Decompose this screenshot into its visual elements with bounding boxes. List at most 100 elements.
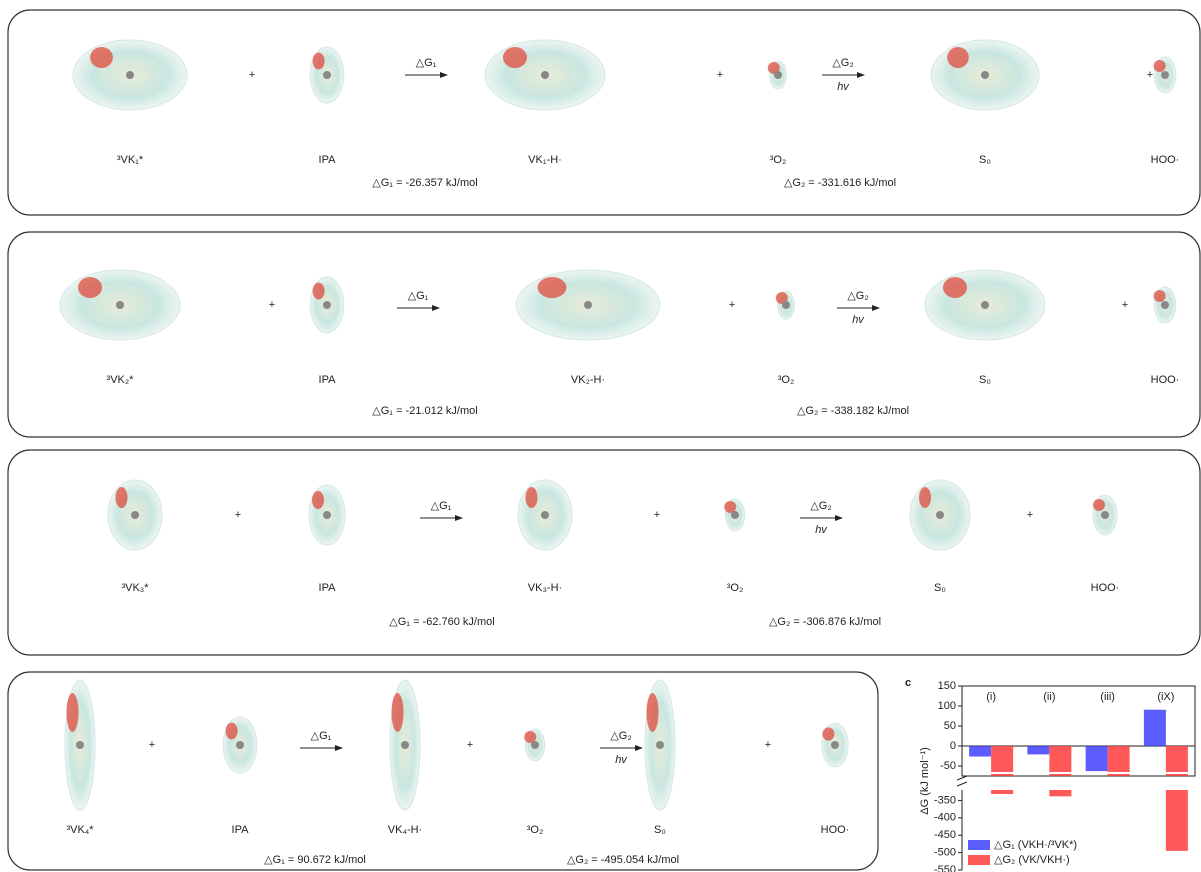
arrow-label: △G₂ <box>610 730 631 742</box>
arrow-label: △G₁ <box>408 290 429 302</box>
species-label: ³VK₄* <box>66 824 94 836</box>
legend-label: △G₁ (VKH·/³VK*) <box>994 839 1077 851</box>
species-label: VK₁-H· <box>528 154 562 166</box>
y-tick-label: 0 <box>950 740 956 752</box>
species-label: ³O₂ <box>778 374 795 386</box>
species-label: ³VK₃* <box>121 582 149 594</box>
category-label: (i) <box>986 691 996 703</box>
energy-label: △G₁ = 90.672 kJ/mol <box>264 854 366 866</box>
atom <box>981 301 989 309</box>
bar <box>1144 710 1166 746</box>
energy-label: △G₂ = -331.616 kJ/mol <box>784 177 896 189</box>
bar <box>991 790 1013 794</box>
atom <box>323 71 331 79</box>
y-tick-label: -550 <box>934 864 956 872</box>
oxygen-region <box>503 47 527 68</box>
atom <box>584 301 592 309</box>
atom <box>126 71 134 79</box>
atom <box>981 71 989 79</box>
arrow-label: △G₂ <box>847 290 868 302</box>
atom <box>131 511 139 519</box>
species-label: S₀ <box>934 582 946 594</box>
y-tick-label: -50 <box>940 760 956 772</box>
atom <box>774 71 782 79</box>
oxygen-region <box>526 487 538 508</box>
plus-sign: + <box>467 739 473 751</box>
bar <box>1027 746 1049 754</box>
oxygen-region <box>392 693 404 732</box>
species-label: HOO· <box>1091 582 1120 594</box>
atom <box>731 511 739 519</box>
bar <box>1049 746 1071 776</box>
atom <box>401 741 409 749</box>
bar <box>1166 746 1188 776</box>
atom <box>936 511 944 519</box>
species-label: VK₂-H· <box>571 374 605 386</box>
species-label: VK₃-H· <box>528 582 562 594</box>
arrow-label: hv <box>837 81 850 93</box>
plus-sign: + <box>717 69 723 81</box>
oxygen-region <box>647 693 659 732</box>
atom <box>541 511 549 519</box>
plus-sign: + <box>765 739 771 751</box>
species-label: S₀ <box>654 824 666 836</box>
species-label: ³VK₂* <box>107 374 135 386</box>
oxygen-region <box>822 727 834 740</box>
panel-frame <box>8 10 1200 215</box>
atom <box>76 741 84 749</box>
energy-label: △G₁ = -26.357 kJ/mol <box>372 177 477 189</box>
species-label: IPA <box>319 374 337 386</box>
species-label: S₀ <box>979 374 991 386</box>
oxygen-region <box>538 277 567 298</box>
atom <box>1161 71 1169 79</box>
axis-break <box>957 782 967 786</box>
bar <box>1086 746 1108 771</box>
oxygen-region <box>313 53 325 70</box>
energy-label: △G₂ = -306.876 kJ/mol <box>769 616 881 628</box>
category-label: (iX) <box>1157 691 1174 703</box>
bar <box>1108 746 1130 776</box>
bar <box>969 746 991 757</box>
oxygen-region <box>947 47 969 68</box>
panel-frame <box>8 672 878 870</box>
bar <box>991 746 1013 776</box>
atom <box>656 741 664 749</box>
plus-sign: + <box>1147 69 1153 81</box>
species-label: S₀ <box>979 154 991 166</box>
atom <box>236 741 244 749</box>
arrow-label: △G₂ <box>832 57 853 69</box>
y-tick-label: 50 <box>944 720 956 732</box>
oxygen-region <box>1093 499 1105 511</box>
oxygen-region <box>313 283 325 300</box>
oxygen-region <box>919 487 931 508</box>
species-label: IPA <box>319 154 337 166</box>
atom <box>541 71 549 79</box>
plus-sign: + <box>235 509 241 521</box>
atom <box>831 741 839 749</box>
y-axis-label: ΔG (kJ mol⁻¹) <box>919 747 931 815</box>
legend-label: △G₂ (VK/VKH·) <box>994 854 1070 866</box>
atom <box>1161 301 1169 309</box>
species-label: ³VK₁* <box>117 154 144 166</box>
figure: ³VK₁* IPA VK₁-H· ³O₂ S₀ HOO· + + + △G₁ △G₂ hv △G₁ = … <box>0 0 1201 872</box>
arrow-label: △G₁ <box>311 730 332 742</box>
legend-swatch <box>968 840 990 850</box>
arrow-label: △G₁ <box>416 57 437 69</box>
energy-label: △G₁ = -62.760 kJ/mol <box>389 616 494 628</box>
species-label: HOO· <box>1151 154 1180 166</box>
legend-swatch <box>968 855 990 865</box>
plus-sign: + <box>1027 509 1033 521</box>
arrow-label: △G₂ <box>810 500 831 512</box>
species-label: HOO· <box>821 824 850 836</box>
atom <box>323 511 331 519</box>
category-label: (iii) <box>1100 691 1115 703</box>
species-label: IPA <box>319 582 337 594</box>
bar <box>1166 790 1188 851</box>
species-label: HOO· <box>1151 374 1180 386</box>
oxygen-region <box>78 277 102 298</box>
atom <box>1101 511 1109 519</box>
arrow-label: hv <box>615 754 628 766</box>
species-label: VK₄-H· <box>388 824 422 836</box>
plus-sign: + <box>149 739 155 751</box>
panel-label: c <box>905 677 911 689</box>
